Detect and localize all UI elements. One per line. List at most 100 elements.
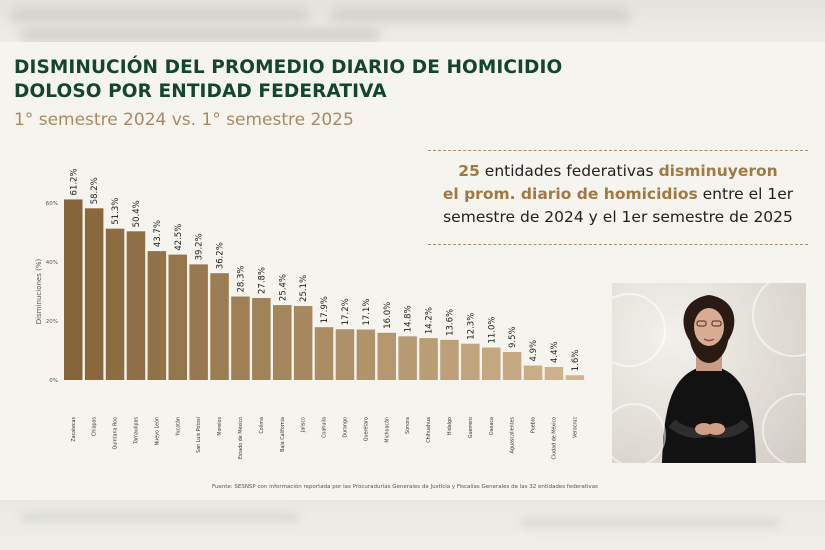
x-category-label: Jalisco: [301, 417, 307, 433]
x-category-label: Oaxaca: [489, 417, 495, 435]
x-category-label: Michoacán: [383, 417, 390, 443]
x-category-label: Yucatán: [174, 417, 181, 437]
y-axis-title: Disminuciones (%): [35, 259, 43, 325]
bar-value-label: 14.8%: [404, 305, 414, 332]
bar-value-label: 58.2%: [90, 177, 100, 204]
bar: [189, 264, 208, 380]
callout-highlight-2: el prom. diario de homicidios: [442, 185, 698, 203]
bar-value-label: 25.1%: [299, 275, 309, 302]
bar-value-label: 4.9%: [529, 340, 539, 362]
callout-number: 25: [458, 162, 480, 180]
blurred-text: [20, 28, 380, 42]
bar: [273, 305, 292, 380]
callout-bottom-rule: [428, 244, 808, 245]
bar: [523, 365, 543, 380]
callout-highlight-1: disminuyeron: [658, 162, 778, 180]
bar: [356, 329, 376, 380]
bar: [293, 305, 313, 380]
bar: [544, 367, 564, 380]
callout-part-3: semestre de 2024 y el 1er semestre de 20…: [443, 208, 793, 226]
bar-chart: Disminuciones (%) 0% 20% 40% 60% 61.2% 58.2% 5…: [35, 168, 585, 460]
x-category-label: Estado de México: [237, 417, 244, 459]
x-category-label: Morelos: [217, 417, 223, 436]
blurred-text: [330, 8, 630, 22]
bar-value-label: 1.6%: [571, 350, 581, 372]
bar-value-label: 4.4%: [550, 341, 560, 363]
bar: [252, 297, 271, 380]
x-category-label: Nuevo León: [153, 417, 160, 445]
title-line-2: DOLOSO POR ENTIDAD FEDERATIVA: [14, 81, 387, 102]
x-category-label: Puebla: [531, 417, 537, 433]
title-line-1: DISMINUCIÓN DEL PROMEDIO DIARIO DE HOMIC…: [14, 57, 563, 78]
callout-text: 25 entidades federativas disminuyeron el…: [428, 160, 808, 229]
x-category-label: Tamaulipas: [133, 417, 139, 445]
bar-value-label: 27.8%: [257, 267, 267, 294]
bar-value-label: 9.5%: [508, 326, 518, 348]
x-category-label: Hidalgo: [447, 417, 453, 435]
bar-value-label: 42.5%: [174, 224, 184, 251]
bar-value-label: 43.7%: [153, 220, 163, 247]
x-category-label: Colima: [259, 417, 265, 434]
x-category-label: Aguascalientes: [510, 417, 516, 454]
x-category-label: Querétaro: [362, 417, 369, 441]
bars-group: [64, 199, 585, 380]
x-category-label: Zacatecas: [71, 417, 77, 442]
bar-value-label: 36.2%: [216, 242, 226, 269]
y-tick-label: 0%: [49, 378, 58, 384]
bar-value-label: 25.4%: [278, 274, 288, 301]
blurred-text: [20, 512, 300, 522]
y-tick-label: 40%: [46, 260, 58, 266]
bar-value-label: 39.2%: [195, 233, 205, 260]
decorative-pattern: [612, 403, 666, 463]
bar-value-label: 51.3%: [111, 198, 121, 225]
bar: [565, 375, 585, 380]
bar: [105, 228, 125, 380]
bar-value-label: 11.0%: [487, 317, 497, 344]
source-note: Fuente: SESNSP con información reportada…: [212, 484, 598, 490]
y-tick-label: 20%: [46, 319, 58, 325]
x-labels-group: Zacatecas Chiapas Quintana Roo Tamaulipas Nu…: [71, 416, 579, 459]
x-category-label: Chihuahua: [426, 417, 432, 443]
bar-value-label: 12.3%: [466, 313, 476, 340]
x-category-label: Ciudad de México: [550, 417, 557, 460]
bar: [168, 254, 187, 380]
blurred-header-strip: [0, 0, 825, 48]
x-category-label: Guerrero: [468, 417, 474, 438]
bar: [419, 338, 438, 380]
bar: [440, 339, 459, 380]
x-category-label: Baja California: [280, 417, 286, 452]
x-category-label: Durango: [342, 417, 348, 438]
bar: [210, 273, 229, 380]
bar-value-label: 17.2%: [341, 298, 351, 325]
bar: [461, 343, 480, 380]
bar: [314, 327, 334, 380]
bar: [64, 199, 83, 380]
x-category-label: Chiapas: [92, 417, 98, 437]
x-category-label: Coahuila: [322, 417, 328, 438]
y-axis: Disminuciones (%) 0% 20% 40% 60%: [35, 201, 58, 384]
value-labels-group: 61.2% 58.2% 51.3% 50.4% 43.7% 42.5% 39.2% 36.2%…: [69, 168, 581, 371]
blurred-footer-strip: [0, 500, 825, 550]
slide-subtitle: 1° semestre 2024 vs. 1° semestre 2025: [14, 110, 354, 130]
bar-value-label: 61.2%: [69, 168, 79, 195]
x-category-label: Sonora: [405, 417, 411, 434]
x-category-label: Quintana Roo: [113, 417, 119, 450]
y-tick-label: 60%: [46, 201, 58, 207]
sign-language-interpreter-video: [612, 283, 806, 463]
callout-top-rule: [428, 150, 808, 151]
callout-part-1: entidades federativas: [479, 162, 659, 180]
bar: [377, 332, 396, 380]
bar-value-label: 17.9%: [320, 296, 330, 323]
bar: [502, 351, 522, 380]
bar: [335, 329, 355, 380]
x-category-label: San Luis Potosí: [195, 416, 202, 453]
bar: [398, 336, 417, 380]
callout-part-2: entre el 1er: [697, 185, 794, 203]
x-category-label: Veracruz: [572, 417, 578, 438]
bar: [231, 296, 250, 380]
slide-title: DISMINUCIÓN DEL PROMEDIO DIARIO DE HOMIC…: [14, 56, 634, 104]
bar: [126, 231, 146, 380]
bar-value-label: 16.0%: [383, 302, 393, 329]
callout-box: 25 entidades federativas disminuyeron el…: [428, 150, 808, 246]
interpreter-figure-icon: [662, 295, 756, 463]
